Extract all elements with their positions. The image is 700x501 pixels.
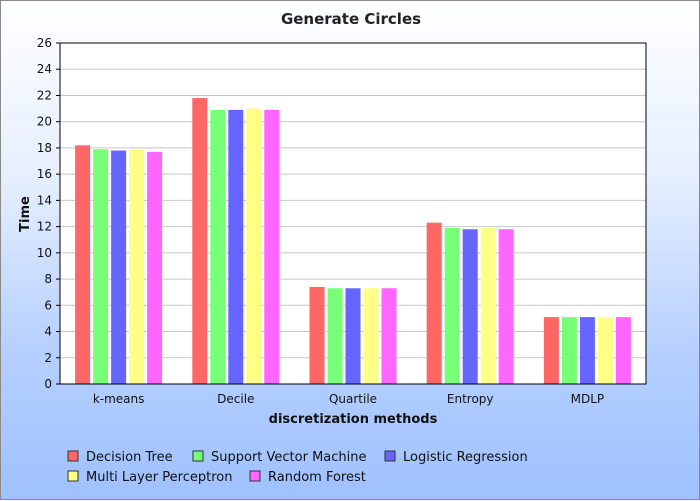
x-axis-label: discretization methods (269, 412, 438, 427)
bar-decile-logistic-regression (228, 109, 244, 384)
bar-mdlp-decision-tree (543, 317, 559, 384)
bar-mdlp-logistic-regression (579, 317, 595, 384)
legend-swatch (67, 450, 79, 462)
legend-label: Decision Tree (86, 450, 173, 465)
legend-label: Support Vector Machine (211, 450, 367, 465)
legend-swatch (249, 470, 261, 482)
bar-quartile-random-forest (381, 288, 397, 384)
y-tick-label: 4 (44, 325, 52, 339)
bar-k-means-support-vector-machine (93, 149, 109, 384)
y-tick-label: 20 (37, 115, 52, 129)
legend-label: Random Forest (268, 470, 366, 485)
legend-swatch (67, 470, 79, 482)
legend-swatch (192, 450, 204, 462)
bar-entropy-random-forest (498, 229, 514, 384)
x-tick-label: MDLP (571, 392, 605, 406)
bar-decile-random-forest (264, 109, 280, 384)
y-tick-label: 8 (44, 272, 52, 286)
bar-quartile-decision-tree (309, 286, 325, 384)
x-tick-label: Decile (217, 392, 254, 406)
bar-quartile-multi-layer-perceptron (363, 288, 379, 384)
x-tick-label: Quartile (329, 392, 377, 406)
y-tick-label: 16 (37, 167, 52, 181)
y-tick-label: 22 (37, 88, 52, 102)
x-axis-ticks: k-means Decile Quartile Entropy MDLP (93, 392, 604, 406)
bar-entropy-support-vector-machine (444, 227, 460, 384)
y-tick-label: 10 (37, 246, 52, 260)
bar-k-means-random-forest (147, 151, 163, 384)
bar-decile-decision-tree (192, 98, 208, 384)
bar-mdlp-support-vector-machine (561, 317, 577, 384)
y-tick-label: 6 (44, 298, 52, 312)
y-tick-label: 24 (37, 62, 52, 76)
bar-entropy-decision-tree (426, 222, 442, 384)
bars (75, 98, 631, 385)
y-tick-label: 26 (37, 36, 52, 50)
chart-title: Generate Circles (281, 10, 421, 28)
y-tick-label: 12 (37, 220, 52, 234)
bar-k-means-decision-tree (75, 145, 91, 384)
x-tick-label: k-means (93, 392, 145, 406)
y-tick-label: 14 (37, 193, 52, 207)
plot-border (59, 42, 647, 385)
y-tick-label: 18 (37, 141, 52, 155)
bar-decile-support-vector-machine (210, 109, 226, 384)
y-axis-label: Time (18, 196, 33, 232)
legend-swatch (384, 450, 396, 462)
bar-k-means-logistic-regression (111, 150, 127, 384)
bar-k-means-multi-layer-perceptron (129, 149, 145, 384)
bar-mdlp-multi-layer-perceptron (597, 317, 613, 384)
legend: Decision Tree Support Vector Machine Logis… (67, 450, 528, 485)
y-tick-label: 2 (44, 351, 52, 365)
bar-entropy-logistic-regression (462, 229, 478, 384)
y-tick-label: 0 (44, 377, 52, 391)
x-tick-label: Entropy (447, 392, 494, 406)
bar-mdlp-random-forest (615, 317, 631, 384)
bar-decile-multi-layer-perceptron (246, 108, 262, 385)
legend-label: Logistic Regression (403, 450, 528, 465)
legend-label: Multi Layer Perceptron (86, 470, 232, 485)
bar-quartile-logistic-regression (345, 288, 361, 384)
bar-entropy-multi-layer-perceptron (480, 227, 496, 384)
bar-quartile-support-vector-machine (327, 288, 343, 384)
